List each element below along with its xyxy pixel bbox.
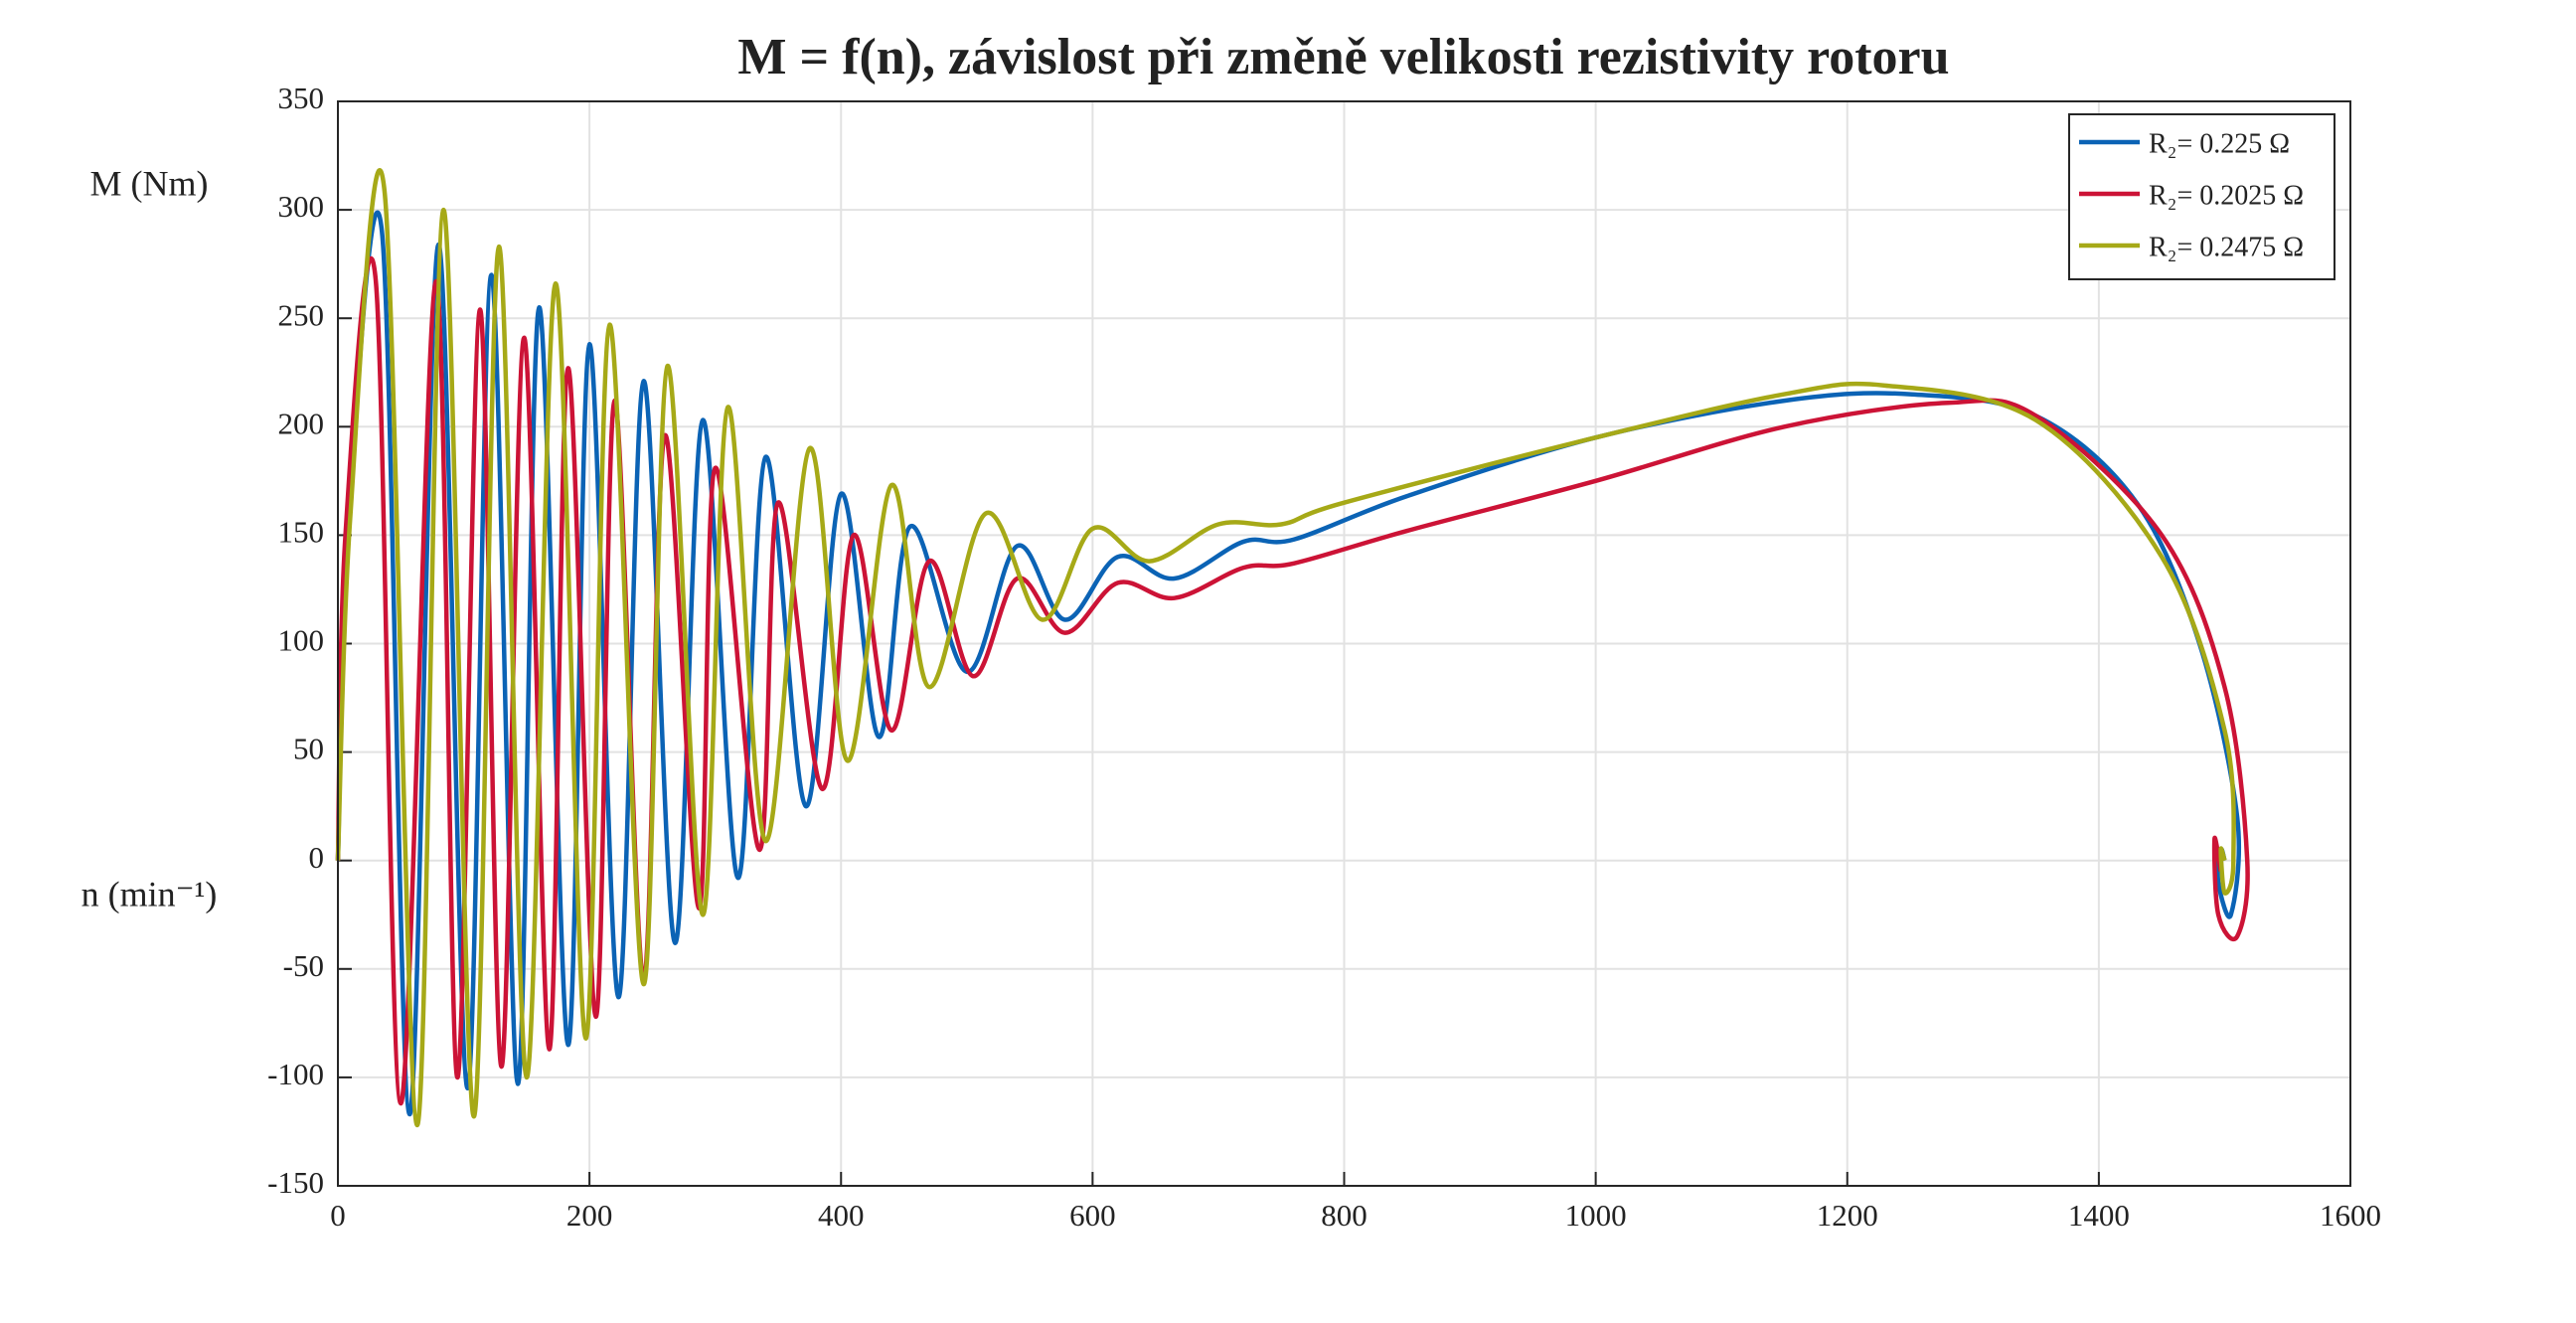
y-tick-label: 50 bbox=[293, 732, 324, 766]
legend-label: R₂= 0.2475 Ω bbox=[2149, 232, 2304, 262]
y-tick-label: -150 bbox=[267, 1165, 324, 1200]
y-tick-label: 250 bbox=[278, 297, 325, 332]
legend: R₂= 0.225 Ω R₂= 0.2025 Ω R₂= 0.2475 Ω bbox=[2068, 113, 2335, 280]
lines bbox=[335, 168, 2250, 1128]
x-tick-label: 0 bbox=[330, 1198, 346, 1233]
x-tick-label: 200 bbox=[566, 1198, 613, 1233]
series-line bbox=[335, 255, 2250, 1106]
y-tick-label: -100 bbox=[267, 1057, 324, 1091]
y-tick-label: 100 bbox=[278, 623, 325, 658]
x-tick-label: 600 bbox=[1069, 1198, 1116, 1233]
y-tick-label: 0 bbox=[309, 840, 325, 875]
x-tick-label: 1600 bbox=[2320, 1198, 2381, 1233]
y-axis-label: M (Nm) bbox=[90, 163, 209, 203]
x-axis-label: n (min⁻¹) bbox=[81, 874, 218, 913]
axes-box bbox=[337, 100, 2351, 1187]
chart-title: M = f(n), závislost při změně velikosti … bbox=[737, 29, 1949, 85]
y-tick-label: 300 bbox=[278, 189, 325, 224]
legend-label: R₂= 0.225 Ω bbox=[2149, 128, 2290, 159]
x-tick-label: 400 bbox=[818, 1198, 865, 1233]
y-tick-label: 150 bbox=[278, 515, 325, 550]
x-tick-label: 1200 bbox=[1817, 1198, 1878, 1233]
x-tick-label: 1400 bbox=[2068, 1198, 2130, 1233]
series-line bbox=[335, 168, 2236, 1128]
x-tick-label: 800 bbox=[1321, 1198, 1368, 1233]
y-tick-label: -50 bbox=[283, 948, 324, 983]
x-tick-label: 1000 bbox=[1565, 1198, 1627, 1233]
y-tick-label: 350 bbox=[278, 81, 325, 115]
legend-label: R₂= 0.2025 Ω bbox=[2149, 180, 2304, 211]
y-tick-label: 200 bbox=[278, 406, 325, 440]
